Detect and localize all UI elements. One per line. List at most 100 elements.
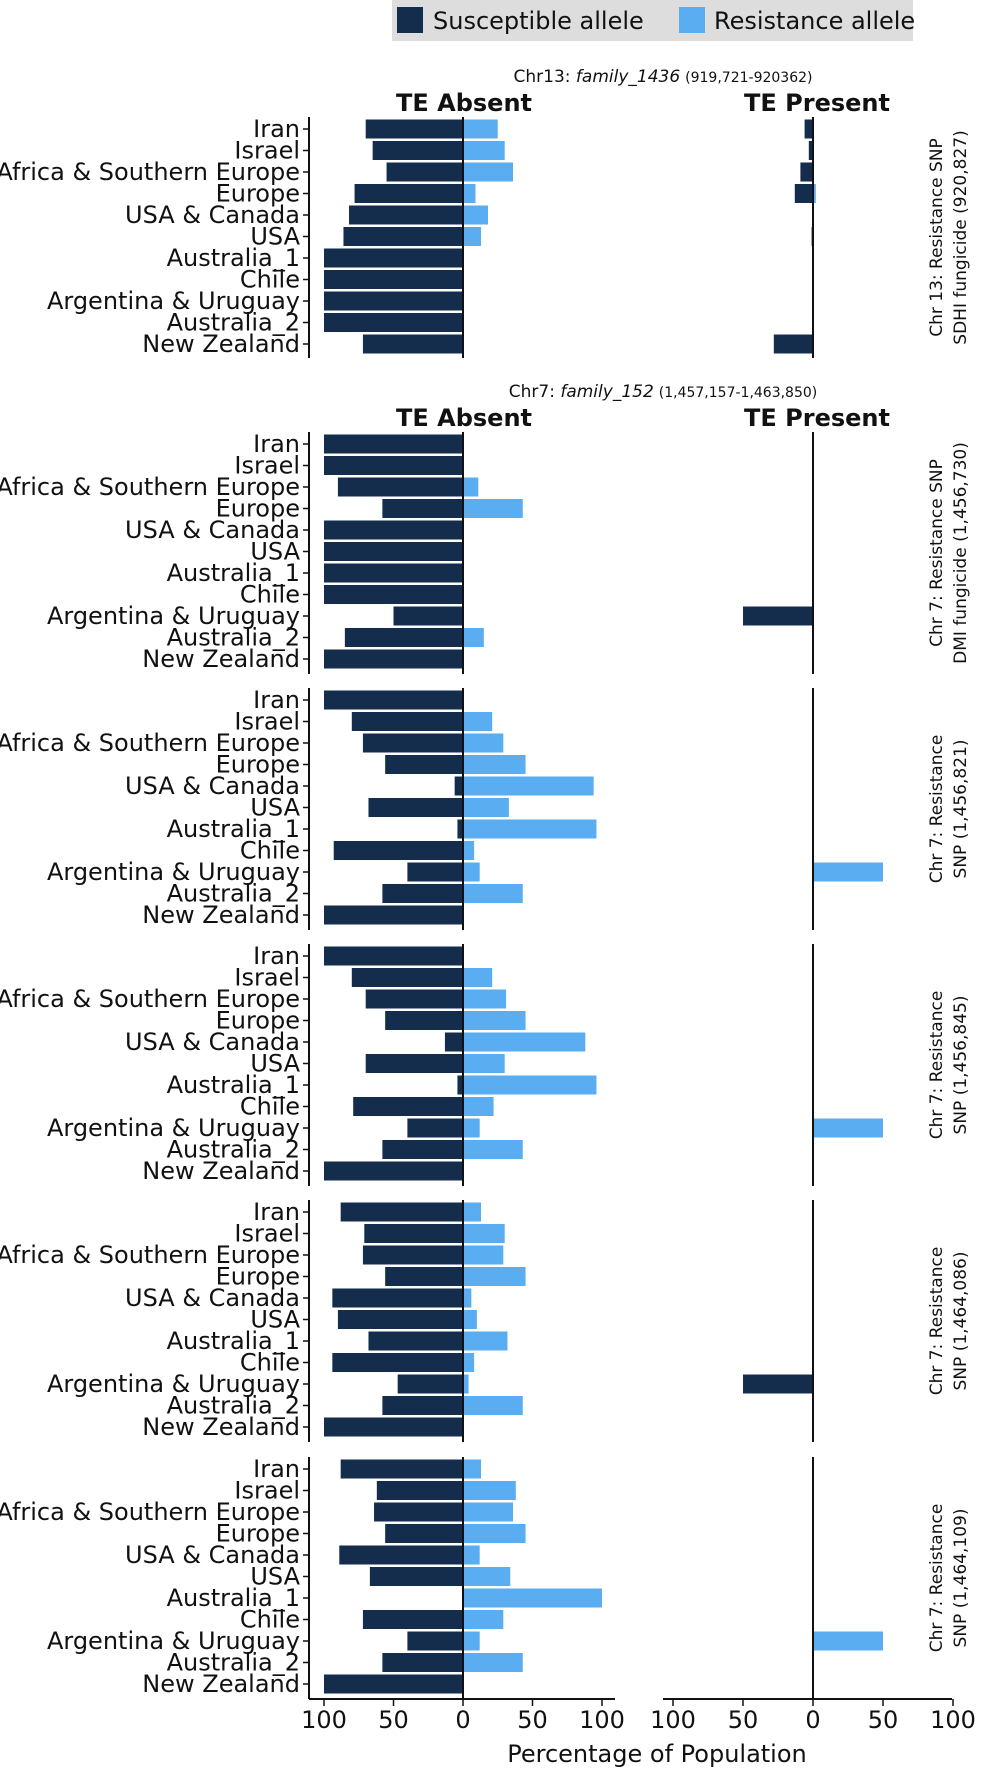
x-tick-label-absent: 50 (517, 1706, 548, 1734)
category-label: Argentina & Uruguay (47, 602, 300, 630)
category-label: Iran (253, 942, 300, 970)
bar-absent-susceptible (365, 1054, 463, 1073)
category-label: New Zealand (142, 1413, 300, 1441)
bar-absent-susceptible (368, 1331, 463, 1351)
bar-absent-resistance (463, 1588, 602, 1608)
category-label: Israel (234, 452, 300, 480)
bar-absent-susceptible (324, 434, 463, 454)
bar-absent-resistance (463, 1097, 494, 1116)
category-label: Israel (234, 137, 300, 165)
bar-absent-susceptible (362, 1610, 463, 1629)
bar-absent-susceptible (332, 1288, 463, 1308)
bar-absent-resistance (463, 733, 504, 753)
category-label: Africa & Southern Europe (0, 158, 300, 186)
category-label: Iran (253, 1455, 300, 1483)
bar-absent-susceptible (444, 1032, 463, 1052)
category-label: Chile (240, 1349, 300, 1377)
bar-absent-susceptible (457, 1075, 463, 1095)
bar-absent-resistance (463, 628, 484, 647)
facet-label-line: DMI fungicide (1,456,730) (951, 442, 971, 664)
category-label: USA (250, 794, 300, 822)
bar-absent-resistance (463, 499, 523, 518)
category-label: USA (250, 1306, 300, 1334)
bar-present-resistance (813, 862, 883, 882)
bar-absent-susceptible (324, 905, 463, 925)
bar-absent-resistance (463, 1267, 526, 1286)
category-label: USA & Canada (125, 772, 300, 800)
category-label: Australia_1 (167, 559, 300, 587)
bar-present-resistance (813, 1631, 883, 1651)
bar-absent-resistance (463, 205, 489, 225)
bar-present-susceptible (773, 334, 813, 354)
category-label: Australia_1 (167, 1071, 300, 1099)
bar-absent-susceptible (340, 1202, 463, 1222)
bar-absent-susceptible (382, 1140, 463, 1159)
category-label: Africa & Southern Europe (0, 1498, 300, 1526)
category-label: Israel (234, 964, 300, 992)
legend-label-resistance: Resistance allele (714, 7, 915, 35)
bar-absent-resistance (463, 1245, 504, 1265)
category-label: Africa & Southern Europe (0, 1241, 300, 1269)
bar-absent-susceptible (349, 205, 463, 225)
bar-absent-susceptible (365, 119, 463, 139)
legend-swatch-susceptible (397, 7, 423, 33)
category-label: Africa & Southern Europe (0, 985, 300, 1013)
facet-label-line: SNP (1,456,821) (951, 740, 971, 879)
bar-absent-susceptible (351, 968, 463, 987)
category-label: Europe (216, 1263, 300, 1291)
bar-absent-susceptible (324, 649, 463, 669)
facet-label: Chr 7: Resistance SNP (1,464,086) (927, 1247, 971, 1396)
bar-absent-resistance (463, 968, 493, 987)
legend-background (392, 0, 913, 41)
legend-swatch-resistance (679, 7, 705, 33)
category-label: Argentina & Uruguay (47, 1114, 300, 1142)
category-label: Europe (216, 1520, 300, 1548)
bar-absent-susceptible (397, 1374, 463, 1394)
category-label: USA (250, 223, 300, 251)
category-label: New Zealand (142, 1157, 300, 1185)
bar-absent-resistance (463, 1011, 526, 1030)
bar-absent-susceptible (368, 798, 463, 817)
facet-label-line: Chr 7: Resistance (927, 1247, 947, 1396)
category-label: New Zealand (142, 645, 300, 673)
bar-absent-resistance (463, 1545, 480, 1565)
bar-absent-resistance (463, 141, 505, 160)
category-label: Africa & Southern Europe (0, 473, 300, 501)
category-label: Australia_1 (167, 815, 300, 843)
bar-absent-susceptible (382, 499, 463, 518)
bar-absent-susceptible (364, 1224, 463, 1243)
bar-absent-resistance (463, 1353, 475, 1372)
category-label: Iran (253, 686, 300, 714)
category-label: Europe (216, 751, 300, 779)
facet-label-line: SNP (1,464,109) (951, 1509, 971, 1648)
bar-absent-susceptible (324, 542, 463, 561)
category-label: USA & Canada (125, 1028, 300, 1056)
bar-absent-resistance (463, 1032, 586, 1052)
bar-absent-resistance (463, 119, 498, 139)
category-label: Chile (240, 1606, 300, 1634)
bar-absent-resistance (463, 1631, 480, 1651)
bar-absent-susceptible (407, 1631, 463, 1651)
category-label: Argentina & Uruguay (47, 858, 300, 886)
bar-absent-susceptible (340, 1459, 463, 1479)
x-axes: 100 50 0 50 100 100 50 0 50 100 (301, 1698, 976, 1734)
category-label: USA & Canada (125, 201, 300, 229)
category-label: Africa & Southern Europe (0, 729, 300, 757)
category-label: USA & Canada (125, 1284, 300, 1312)
bar-absent-susceptible (376, 1481, 463, 1500)
bar-absent-resistance (463, 1481, 516, 1500)
bar-absent-susceptible (372, 141, 463, 160)
bar-present-susceptible (743, 606, 813, 626)
x-tick-label-present: 100 (930, 1706, 976, 1734)
category-label: New Zealand (142, 330, 300, 358)
bar-absent-susceptible (337, 1310, 463, 1329)
category-label: Israel (234, 1220, 300, 1248)
x-tick-label-present: 50 (868, 1706, 899, 1734)
bar-absent-resistance (463, 1567, 511, 1586)
bar-absent-susceptible (333, 841, 463, 860)
category-label: USA & Canada (125, 1541, 300, 1569)
bar-absent-susceptible (362, 733, 463, 753)
category-label: Chile (240, 266, 300, 294)
